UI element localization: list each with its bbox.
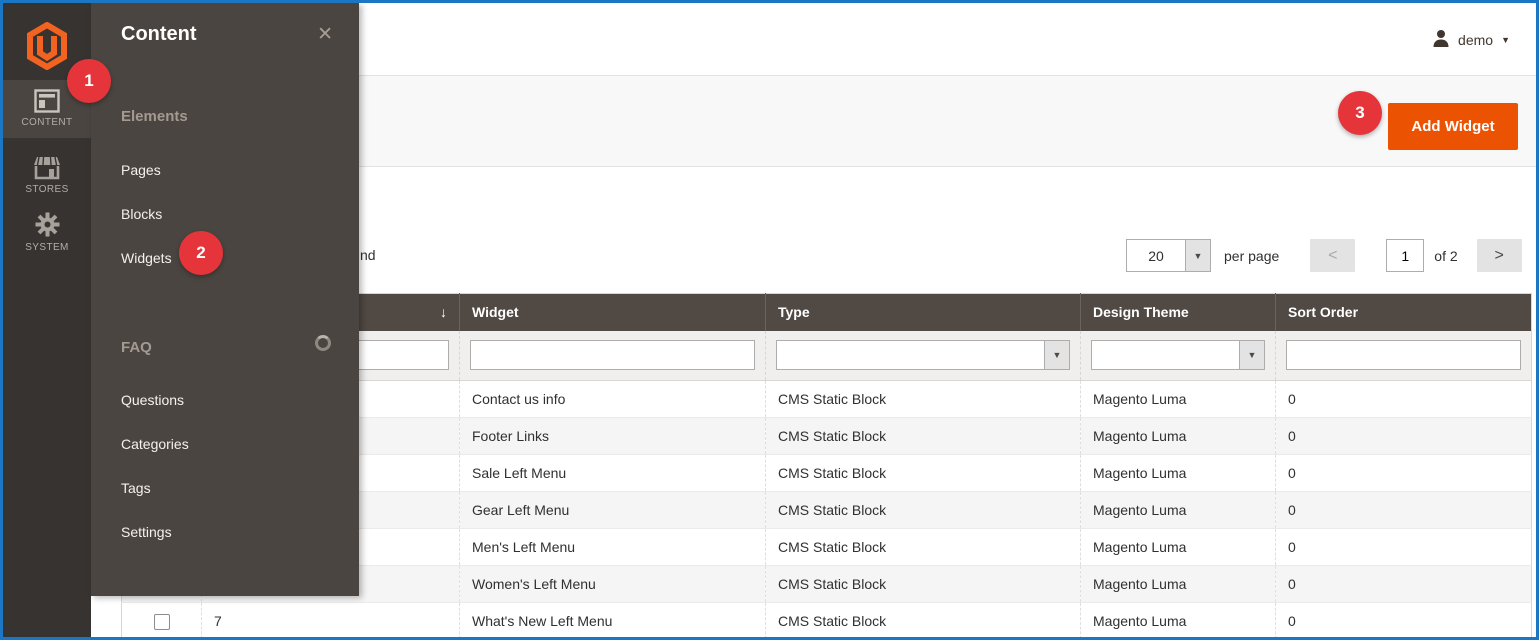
chevron-down-icon: ▼ <box>1239 341 1264 370</box>
stores-icon <box>34 156 60 180</box>
chevron-down-icon: ▼ <box>1185 240 1210 271</box>
section-heading-faq: FAQ <box>121 339 152 356</box>
next-page-button[interactable]: > <box>1476 239 1522 272</box>
chevron-down-icon: ▼ <box>1501 35 1510 45</box>
sidebar-item-stores[interactable]: STORES <box>3 146 91 202</box>
cell-type: CMS Static Block <box>765 454 1081 492</box>
loading-spinner-icon <box>315 335 331 351</box>
records-found-text: nd <box>360 247 376 263</box>
per-page-value: 20 <box>1148 247 1164 264</box>
menu-item-settings[interactable]: Settings <box>121 524 172 540</box>
magento-logo[interactable] <box>3 15 91 77</box>
user-menu[interactable]: demo ▼ <box>1432 29 1510 51</box>
cell-type: CMS Static Block <box>765 602 1081 637</box>
cell-widget: What's New Left Menu <box>459 602 766 637</box>
cell-sort-order: 0 <box>1275 491 1532 529</box>
sidebar-item-label: CONTENT <box>21 117 73 128</box>
per-page-select[interactable]: 20 ▼ <box>1126 239 1211 272</box>
cell-id: 7 <box>201 602 460 637</box>
design-theme-filter-select[interactable]: ▼ <box>1091 340 1265 371</box>
table-row[interactable]: 7 What's New Left Menu CMS Static Block … <box>121 602 1532 637</box>
section-heading-elements: Elements <box>121 108 188 125</box>
menu-item-blocks[interactable]: Blocks <box>121 206 163 222</box>
sidebar-item-label: SYSTEM <box>25 242 69 253</box>
cell-widget: Gear Left Menu <box>459 491 766 529</box>
cell-type: CMS Static Block <box>765 528 1081 566</box>
cell-type: CMS Static Block <box>765 491 1081 529</box>
cell-sort-order: 0 <box>1275 565 1532 603</box>
sidebar-item-system[interactable]: SYSTEM <box>3 202 91 260</box>
cell-widget: Sale Left Menu <box>459 454 766 492</box>
user-avatar-icon <box>1432 29 1450 51</box>
menu-item-questions[interactable]: Questions <box>121 392 185 408</box>
sidebar-item-label: STORES <box>25 184 69 195</box>
menu-item-categories[interactable]: Categories <box>121 436 189 452</box>
cell-design-theme: Magento Luma <box>1080 380 1276 418</box>
cell-sort-order: 0 <box>1275 454 1532 492</box>
per-page-label: per page <box>1224 247 1280 264</box>
column-header-sort-order[interactable]: Sort Order <box>1275 293 1532 331</box>
cell-design-theme: Magento Luma <box>1080 528 1276 566</box>
pagination: 20 ▼ per page < of 2 > <box>1126 239 1522 272</box>
magento-logo-icon <box>27 22 67 70</box>
callout-badge-2: 2 <box>179 231 223 275</box>
column-header-type[interactable]: Type <box>765 293 1081 331</box>
widget-filter-input[interactable] <box>470 340 755 371</box>
cell-widget: Footer Links <box>459 417 766 455</box>
close-icon[interactable]: ✕ <box>317 24 333 45</box>
menu-item-pages[interactable]: Pages <box>121 162 161 178</box>
cell-widget: Women's Left Menu <box>459 565 766 603</box>
column-header-widget[interactable]: Widget <box>459 293 766 331</box>
cell-type: CMS Static Block <box>765 565 1081 603</box>
callout-badge-3: 3 <box>1338 91 1382 135</box>
previous-page-button[interactable]: < <box>1310 239 1356 272</box>
menu-item-tags[interactable]: Tags <box>121 480 151 496</box>
cell-design-theme: Magento Luma <box>1080 602 1276 637</box>
flyout-title: Content <box>121 23 197 45</box>
gear-icon <box>35 212 59 237</box>
sort-descending-icon: ↓ <box>440 304 447 321</box>
menu-item-widgets[interactable]: Widgets <box>121 250 172 266</box>
cell-design-theme: Magento Luma <box>1080 417 1276 455</box>
cell-type: CMS Static Block <box>765 380 1081 418</box>
content-flyout-menu: Content ✕ Elements Pages Blocks Widgets … <box>91 3 359 596</box>
chevron-down-icon: ▼ <box>1044 341 1069 370</box>
sidebar-item-content[interactable]: CONTENT <box>3 80 91 138</box>
cell-sort-order: 0 <box>1275 528 1532 566</box>
current-page-input[interactable] <box>1386 239 1425 272</box>
admin-sidebar: CONTENT STORES S <box>3 3 91 637</box>
cell-design-theme: Magento Luma <box>1080 565 1276 603</box>
page-count-label: of 2 <box>1434 247 1458 264</box>
content-icon <box>34 89 60 113</box>
cell-widget: Contact us info <box>459 380 766 418</box>
cell-design-theme: Magento Luma <box>1080 454 1276 492</box>
callout-badge-1: 1 <box>67 59 111 103</box>
cell-sort-order: 0 <box>1275 417 1532 455</box>
cell-type: CMS Static Block <box>765 417 1081 455</box>
cell-sort-order: 0 <box>1275 380 1532 418</box>
cell-widget: Men's Left Menu <box>459 528 766 566</box>
row-checkbox[interactable] <box>153 613 170 630</box>
type-filter-select[interactable]: ▼ <box>776 340 1070 371</box>
cell-design-theme: Magento Luma <box>1080 491 1276 529</box>
user-name: demo <box>1458 32 1494 48</box>
sort-order-filter-input[interactable] <box>1286 340 1521 371</box>
cell-sort-order: 0 <box>1275 602 1532 637</box>
column-header-design-theme[interactable]: Design Theme <box>1080 293 1276 331</box>
add-widget-button[interactable]: Add Widget <box>1388 103 1518 150</box>
